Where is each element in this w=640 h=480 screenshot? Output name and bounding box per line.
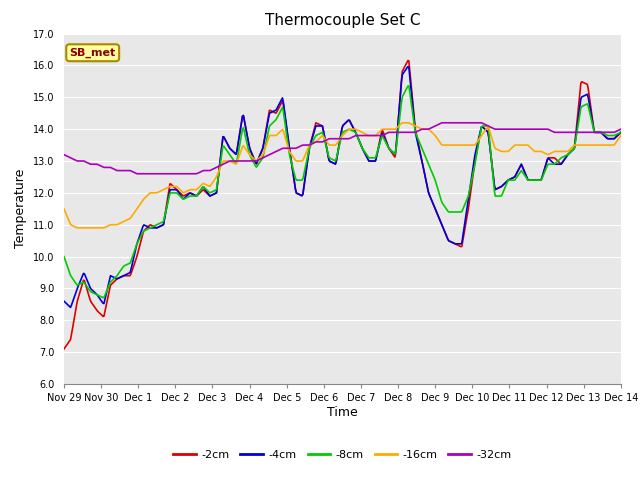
-16cm [159,187,167,192]
-2cm [204,191,211,196]
Line: -2cm: -2cm [64,60,621,349]
-4cm [159,222,167,228]
-32cm [481,121,489,127]
Line: -32cm: -32cm [64,123,621,174]
Line: -4cm: -4cm [64,67,621,307]
-16cm [434,136,442,142]
X-axis label: Time: Time [327,406,358,419]
-8cm [481,123,489,129]
-8cm [313,132,321,138]
Text: SB_met: SB_met [70,48,116,58]
-2cm [60,346,68,352]
-2cm [312,120,320,126]
-8cm [99,295,107,300]
-2cm [617,130,625,135]
-32cm [60,152,68,157]
-8cm [434,186,442,192]
-8cm [60,254,68,260]
-2cm [159,222,166,228]
-2cm [388,150,396,156]
-16cm [74,225,82,231]
-4cm [481,126,489,132]
-4cm [434,212,442,217]
-4cm [204,191,212,196]
-16cm [204,183,212,189]
-2cm [404,58,412,63]
-32cm [617,126,625,132]
-4cm [67,304,74,310]
-32cm [389,130,397,135]
-4cm [404,64,412,70]
-16cm [389,126,397,132]
-32cm [313,139,321,145]
-2cm [433,210,440,216]
-16cm [313,138,321,144]
-16cm [60,206,68,212]
-16cm [481,128,489,133]
-4cm [389,149,397,155]
-8cm [204,188,212,194]
Y-axis label: Temperature: Temperature [14,169,28,249]
-16cm [617,132,625,138]
-32cm [134,171,141,177]
Line: -8cm: -8cm [64,86,621,298]
-32cm [204,168,212,173]
Legend: -2cm, -4cm, -8cm, -16cm, -32cm: -2cm, -4cm, -8cm, -16cm, -32cm [169,445,516,465]
-8cm [159,218,167,224]
-32cm [159,171,167,177]
Title: Thermocouple Set C: Thermocouple Set C [265,13,420,28]
Line: -16cm: -16cm [64,123,621,228]
-16cm [399,120,406,126]
-4cm [313,123,321,129]
-32cm [438,120,446,126]
-2cm [480,126,488,132]
-8cm [617,130,625,135]
-8cm [405,83,413,89]
-4cm [60,298,68,304]
-8cm [389,149,397,155]
-4cm [617,130,625,135]
-32cm [433,122,440,128]
